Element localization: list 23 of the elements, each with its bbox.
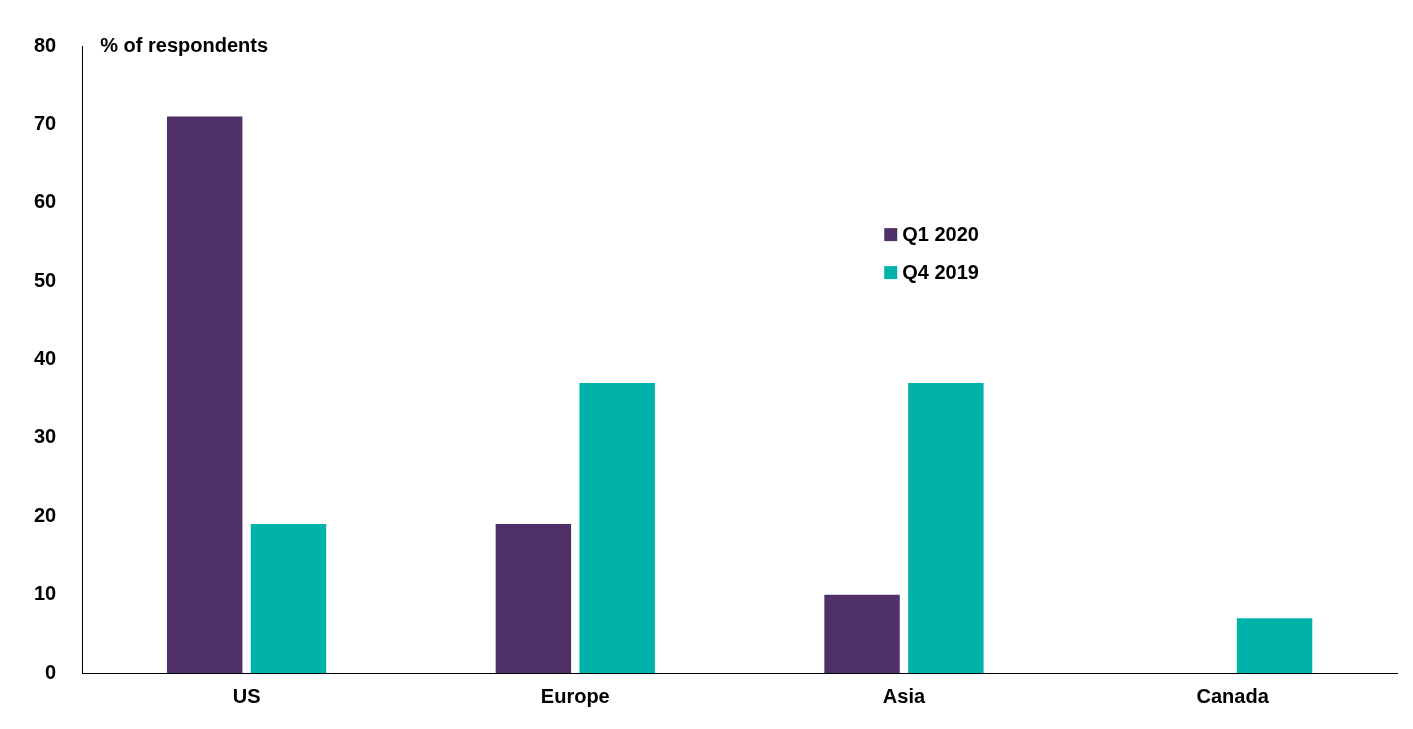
bar — [579, 383, 655, 673]
y-tick-label: 70 — [34, 111, 57, 134]
y-axis-title: % of respondents — [100, 33, 269, 56]
bar — [166, 116, 243, 673]
bar — [495, 524, 572, 673]
legend-label: Q1 2020 — [902, 222, 979, 245]
x-tick-label: Asia — [882, 684, 926, 707]
x-tick-label: Europe — [540, 684, 610, 707]
bar — [824, 594, 900, 673]
bar — [250, 524, 327, 673]
y-tick-label: 20 — [34, 503, 57, 526]
x-tick-label: US — [232, 684, 261, 707]
legend-label: Q4 2019 — [902, 260, 979, 283]
y-tick-label: 30 — [34, 425, 57, 448]
y-tick-label: 40 — [34, 347, 57, 370]
bar — [908, 383, 984, 673]
y-tick-label: 50 — [34, 268, 57, 291]
y-tick-label: 0 — [45, 660, 57, 683]
x-tick-label: Canada — [1196, 684, 1270, 707]
y-tick-label: 80 — [34, 33, 57, 56]
y-tick-label: 60 — [34, 190, 57, 213]
y-tick-label: 10 — [34, 582, 57, 605]
bar — [1236, 618, 1313, 673]
